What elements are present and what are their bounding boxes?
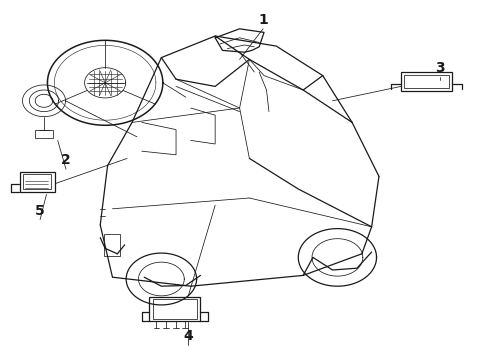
Text: 4: 4: [183, 329, 193, 342]
Text: 1: 1: [258, 13, 267, 27]
Text: 2: 2: [61, 153, 71, 167]
Text: 5: 5: [35, 204, 45, 217]
Text: 3: 3: [434, 62, 444, 75]
